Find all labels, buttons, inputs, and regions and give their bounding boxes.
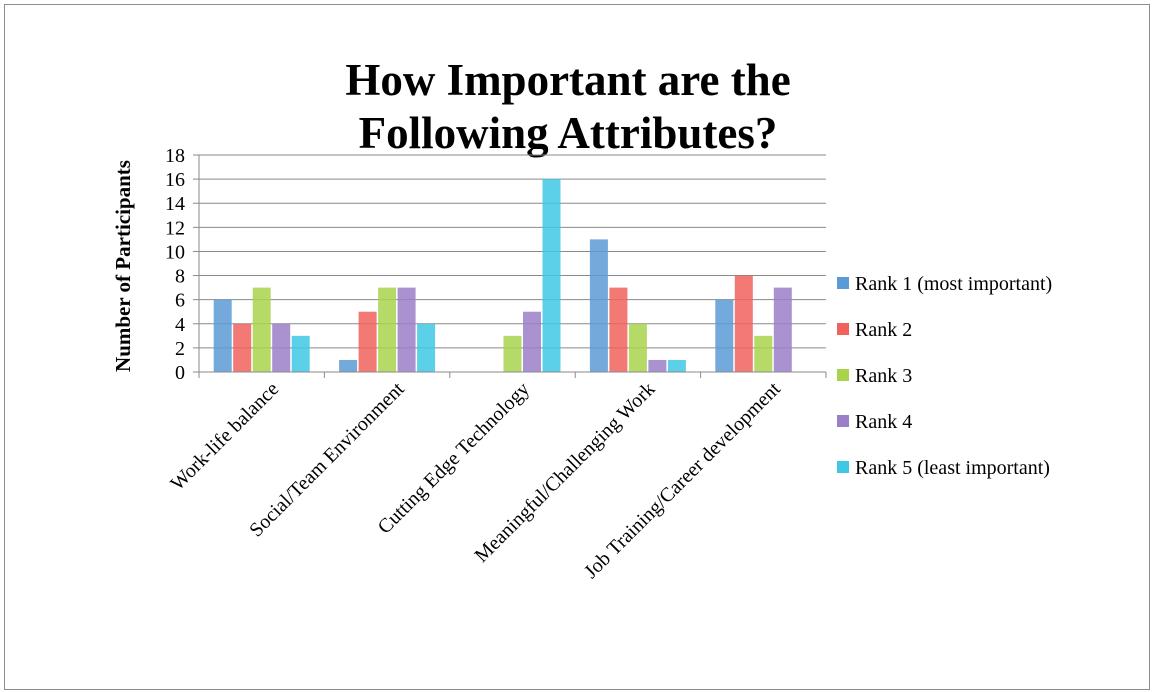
bar-job-training-career-development-rank-1-most-important: [715, 299, 734, 372]
y-tick-label-2: 2: [175, 338, 185, 360]
bar-work-life-balance-rank-1-most-important: [213, 299, 232, 372]
legend-swatch-rank-2: [837, 323, 849, 335]
bar-cutting-edge-technology-rank-5-least-important: [542, 179, 561, 372]
bar-social-team-environment-rank-3: [378, 287, 397, 372]
bar-work-life-balance-rank-2: [233, 323, 252, 372]
y-tick-label-10: 10: [165, 241, 185, 263]
y-tick-label-4: 4: [175, 314, 185, 336]
bar-meaningful-challenging-work-rank-5-least-important: [667, 359, 686, 372]
bar-job-training-career-development-rank-4: [773, 287, 792, 372]
bar-cutting-edge-technology-rank-4: [523, 311, 541, 372]
bar-social-team-environment-rank-2: [358, 311, 377, 372]
y-tick-label-14: 14: [165, 193, 185, 215]
bar-social-team-environment-rank-1-most-important: [339, 359, 358, 372]
bar-work-life-balance-rank-3: [252, 287, 271, 372]
chart-title: How Important are the Following Attribut…: [345, 55, 790, 158]
bar-meaningful-challenging-work-rank-4: [648, 359, 667, 372]
legend-swatch-rank-3: [837, 369, 849, 381]
legend-label-rank-1-most-important: Rank 1 (most important): [855, 273, 1052, 295]
legend-swatch-rank-4: [837, 415, 849, 427]
y-axis-label: Number of Participants: [111, 160, 135, 372]
bar-social-team-environment-rank-5-least-important: [417, 323, 436, 372]
bar-work-life-balance-rank-5-least-important: [291, 335, 310, 372]
y-tick-label-8: 8: [175, 266, 185, 288]
chart-title-line-1: How Important are the: [345, 55, 790, 105]
bar-meaningful-challenging-work-rank-2: [609, 287, 628, 372]
y-tick-label-18: 18: [165, 145, 185, 167]
x-category-label-job-training-career-development: Job Training/Career development: [580, 378, 785, 583]
legend-swatch-rank-5-least-important: [837, 461, 849, 473]
legend-label-rank-3: Rank 3: [855, 365, 912, 387]
bar-job-training-career-development-rank-3: [754, 335, 773, 372]
y-tick-label-6: 6: [175, 290, 185, 312]
y-tick-label-0: 0: [175, 362, 185, 384]
y-tick-label-16: 16: [165, 169, 185, 191]
bar-meaningful-challenging-work-rank-3: [628, 323, 647, 372]
bar-meaningful-challenging-work-rank-1-most-important: [589, 239, 608, 372]
bars: [213, 179, 792, 372]
axes: [198, 155, 827, 378]
legend: Rank 1 (most important) Rank 2 Rank 3 Rank …: [837, 273, 1052, 479]
y-tick-label-12: 12: [165, 217, 185, 239]
legend-label-rank-5-least-important: Rank 5 (least important): [855, 457, 1050, 479]
legend-label-rank-4: Rank 4: [855, 411, 912, 433]
chart-frame: [4, 4, 1150, 690]
legend-label-rank-2: Rank 2: [855, 319, 912, 341]
bar-work-life-balance-rank-4: [272, 323, 291, 372]
bar-cutting-edge-technology-rank-3: [503, 335, 522, 372]
legend-swatch-rank-1-most-important: [837, 277, 849, 289]
bar-job-training-career-development-rank-2: [734, 275, 753, 372]
bar-social-team-environment-rank-4: [397, 287, 416, 372]
x-category-label-work-life-balance: Work-life balance: [166, 378, 283, 495]
chart-title-line-2: Following Attributes?: [359, 108, 778, 158]
